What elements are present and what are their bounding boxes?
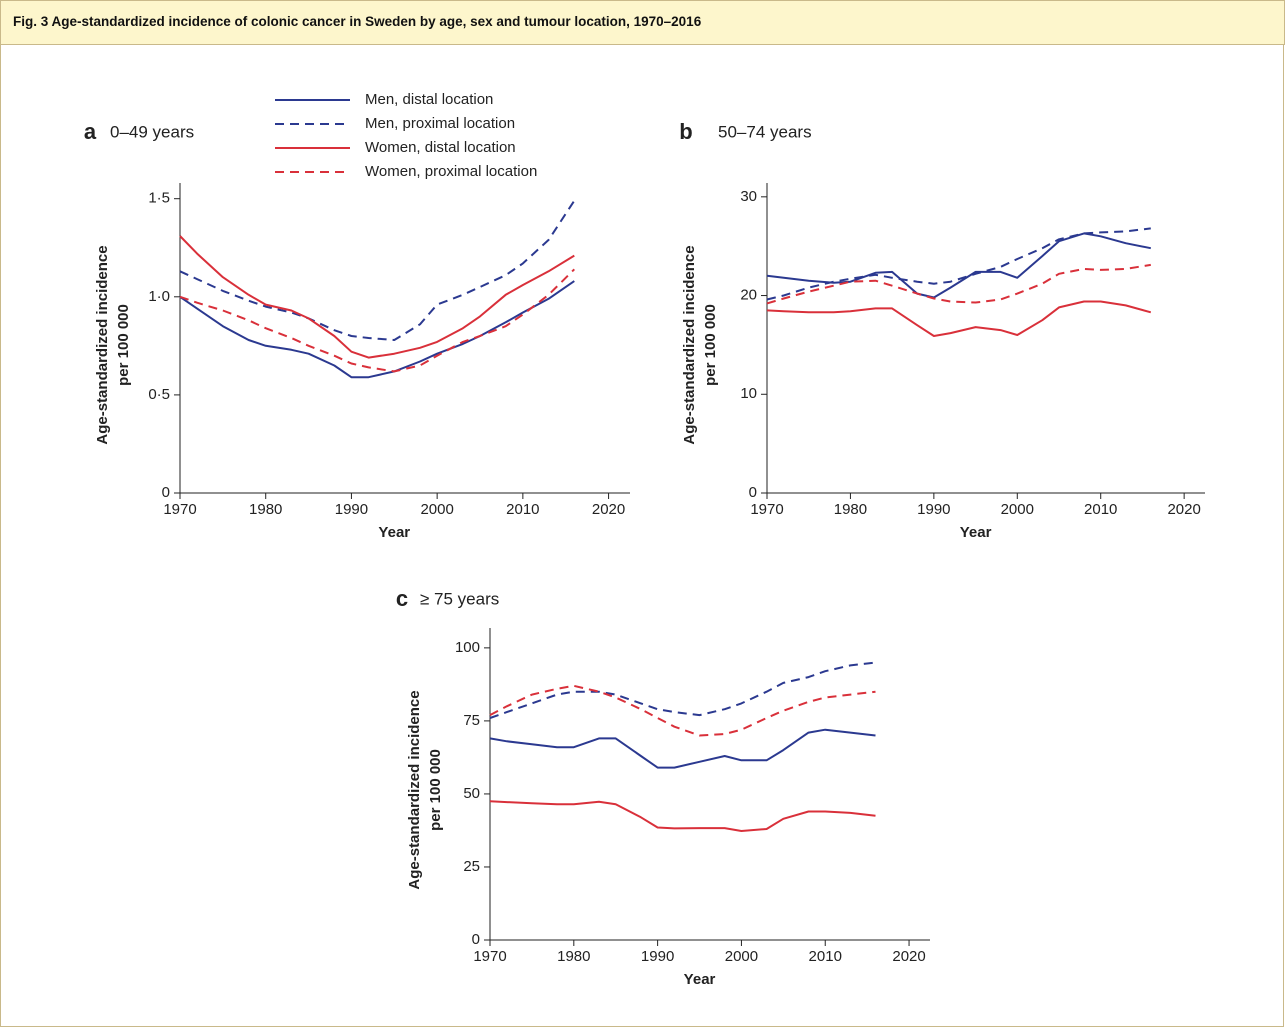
y-tick-label: 50 [463, 785, 480, 802]
line-series [766, 300, 1152, 337]
line-series [489, 728, 876, 769]
legend-label: Women, distal location [365, 139, 516, 156]
x-tick-label: 2010 [809, 948, 842, 965]
y-tick-label: 1·0 [148, 288, 170, 305]
x-tick-label: 1990 [641, 948, 674, 965]
x-tick-label: 2020 [592, 501, 625, 518]
x-axis-label: Year [684, 971, 716, 988]
x-tick-label: 1980 [249, 501, 282, 518]
line-series [179, 280, 575, 379]
y-tick-label: 20 [740, 287, 757, 304]
line-series [179, 235, 575, 359]
line-series [766, 227, 1151, 301]
line-series [489, 661, 876, 719]
figure-header: Fig. 3 Age-standardized incidence of col… [0, 0, 1285, 45]
y-tick-label: 0·5 [148, 386, 170, 403]
y-axis-label: per 100 000 [702, 304, 719, 386]
y-tick-label: 10 [740, 385, 757, 402]
y-tick-label: 0 [162, 484, 170, 501]
legend-label: Women, proximal location [365, 163, 537, 180]
x-tick-label: 2020 [892, 948, 925, 965]
panel-label: b [679, 119, 692, 144]
line-series [489, 800, 876, 832]
y-tick-label: 75 [463, 712, 480, 729]
panel-title: 0–49 years [110, 122, 194, 141]
x-tick-label: 1970 [750, 501, 783, 518]
panel-title: ≥ 75 years [420, 589, 499, 608]
x-tick-label: 1980 [834, 501, 867, 518]
legend-label: Men, proximal location [365, 115, 515, 132]
y-axis-label: per 100 000 [115, 304, 132, 386]
panel-label: c [396, 586, 408, 611]
x-tick-label: 2010 [1084, 501, 1117, 518]
y-tick-label: 25 [463, 858, 480, 875]
y-tick-label: 0 [749, 484, 757, 501]
y-tick-label: 0 [472, 931, 480, 948]
x-axis-label: Year [960, 524, 992, 541]
x-tick-label: 1990 [917, 501, 950, 518]
y-tick-label: 100 [455, 639, 480, 656]
y-axis-label: Age-standardized incidence [406, 690, 423, 889]
legend-label: Men, distal location [365, 91, 493, 108]
y-axis-label: Age-standardized incidence [94, 245, 111, 444]
line-series [179, 200, 576, 341]
y-tick-label: 30 [740, 188, 757, 205]
line-series [489, 684, 876, 737]
x-tick-label: 1970 [473, 948, 506, 965]
x-tick-label: 2020 [1167, 501, 1200, 518]
figure-border [0, 44, 1284, 1027]
x-tick-label: 2010 [506, 501, 539, 518]
x-tick-label: 2000 [725, 948, 758, 965]
line-series [766, 232, 1151, 299]
panel-title: 50–74 years [718, 122, 812, 141]
line-series [179, 268, 576, 373]
figure-title: Fig. 3 Age-standardized incidence of col… [13, 14, 702, 29]
x-axis-label: Year [378, 524, 410, 541]
y-axis-label: Age-standardized incidence [681, 245, 698, 444]
x-tick-label: 1980 [557, 948, 590, 965]
x-tick-label: 1970 [163, 501, 196, 518]
y-tick-label: 1·5 [148, 190, 170, 207]
y-axis-label: per 100 000 [427, 749, 444, 831]
x-tick-label: 1990 [335, 501, 368, 518]
panel-label: a [84, 119, 97, 144]
line-series [766, 263, 1151, 305]
x-tick-label: 2000 [1001, 501, 1034, 518]
x-tick-label: 2000 [420, 501, 453, 518]
